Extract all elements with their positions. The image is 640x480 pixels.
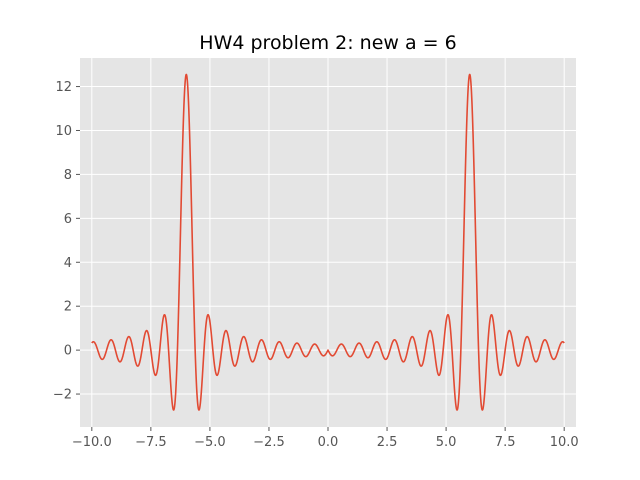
y-axis: −2 0 2 4 6 8 10 12 xyxy=(53,80,80,403)
y-tick-label: 8 xyxy=(64,168,72,183)
y-tick-label: 4 xyxy=(64,256,72,271)
x-tick-label: 7.5 xyxy=(495,435,516,450)
chart-title: HW4 problem 2: new a = 6 xyxy=(199,32,456,54)
x-tick-label: −7.5 xyxy=(135,435,167,450)
y-tick-label: 12 xyxy=(55,80,72,95)
y-tick-label: 2 xyxy=(64,300,72,315)
series-layer xyxy=(91,73,565,411)
y-tick-label: 0 xyxy=(64,344,72,359)
x-axis: −10.0 −7.5 −5.0 −2.5 0.0 2.5 5.0 7.5 10.0 xyxy=(72,427,579,450)
y-tick-label: −2 xyxy=(53,388,72,403)
x-tick-label: −10.0 xyxy=(72,435,112,450)
x-tick-label: −2.5 xyxy=(253,435,285,450)
y-tick-label: 10 xyxy=(55,124,72,139)
x-tick-label: 10.0 xyxy=(550,435,579,450)
x-tick-label: 2.5 xyxy=(377,435,398,450)
series-line xyxy=(91,73,565,411)
x-tick-label: 0.0 xyxy=(318,435,339,450)
x-tick-label: −5.0 xyxy=(194,435,226,450)
x-tick-label: 5.0 xyxy=(436,435,457,450)
y-tick-label: 6 xyxy=(64,212,72,227)
